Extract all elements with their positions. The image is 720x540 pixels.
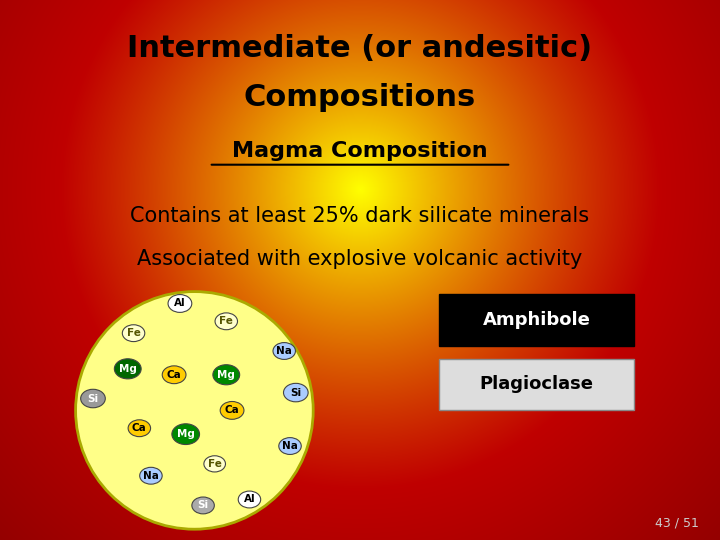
Circle shape	[279, 437, 301, 455]
Text: Si: Si	[87, 394, 99, 403]
Circle shape	[238, 491, 261, 508]
Text: Mg: Mg	[119, 364, 137, 374]
FancyBboxPatch shape	[439, 294, 634, 346]
Circle shape	[128, 420, 150, 437]
Text: Plagioclase: Plagioclase	[480, 375, 593, 394]
Text: Na: Na	[282, 441, 298, 451]
Text: Ca: Ca	[225, 406, 240, 415]
Circle shape	[168, 295, 192, 312]
Circle shape	[204, 456, 225, 472]
Text: 43 / 51: 43 / 51	[654, 516, 698, 529]
Text: Intermediate (or andesitic): Intermediate (or andesitic)	[127, 34, 593, 63]
Text: Na: Na	[143, 471, 159, 481]
Text: Ca: Ca	[132, 423, 147, 433]
Text: Associated with explosive volcanic activity: Associated with explosive volcanic activ…	[138, 249, 582, 269]
Circle shape	[172, 424, 199, 444]
Text: Contains at least 25% dark silicate minerals: Contains at least 25% dark silicate mine…	[130, 206, 590, 226]
Text: Al: Al	[243, 495, 256, 504]
Text: Al: Al	[174, 299, 186, 308]
Circle shape	[273, 342, 295, 360]
Circle shape	[284, 383, 308, 402]
Text: Fe: Fe	[127, 328, 140, 338]
Text: Si: Si	[197, 501, 209, 510]
Circle shape	[162, 366, 186, 383]
Text: Magma Composition: Magma Composition	[232, 141, 488, 161]
Circle shape	[192, 497, 215, 514]
Circle shape	[220, 401, 244, 419]
Text: Si: Si	[290, 388, 302, 397]
Text: Amphibole: Amphibole	[482, 310, 590, 329]
Circle shape	[81, 389, 105, 408]
Text: Mg: Mg	[177, 429, 194, 439]
Text: Compositions: Compositions	[244, 83, 476, 112]
Circle shape	[140, 467, 162, 484]
Text: Ca: Ca	[167, 370, 181, 380]
Circle shape	[122, 325, 145, 342]
Text: Fe: Fe	[220, 316, 233, 326]
Circle shape	[213, 364, 240, 385]
Text: Mg: Mg	[217, 370, 235, 380]
Text: Fe: Fe	[208, 459, 222, 469]
Circle shape	[114, 359, 141, 379]
Circle shape	[215, 313, 238, 330]
Text: Na: Na	[276, 346, 292, 356]
Ellipse shape	[76, 292, 313, 529]
FancyBboxPatch shape	[439, 359, 634, 410]
